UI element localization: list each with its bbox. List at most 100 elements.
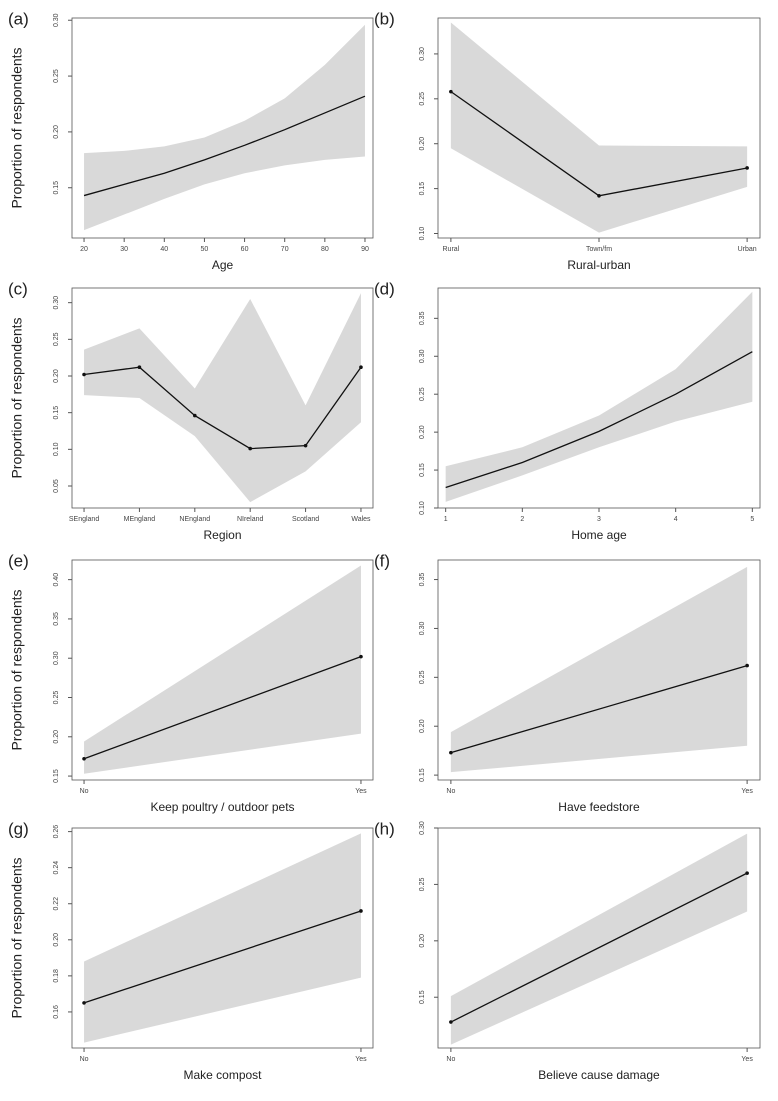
x-tick-label: 40 bbox=[160, 246, 168, 253]
y-tick-label: 0.15 bbox=[53, 406, 60, 420]
panel-label: (f) bbox=[374, 551, 390, 570]
x-tick-label: 70 bbox=[281, 246, 289, 253]
y-tick-label: 0.25 bbox=[419, 877, 426, 891]
y-tick-label: 0.20 bbox=[419, 137, 426, 151]
panel-label: (c) bbox=[8, 279, 28, 298]
panel-label: (g) bbox=[8, 819, 29, 838]
y-tick-label: 0.25 bbox=[53, 69, 60, 83]
y-tick-label: 0.30 bbox=[53, 296, 60, 310]
x-tick-label: Urban bbox=[738, 246, 757, 253]
y-tick-label: 0.20 bbox=[53, 369, 60, 383]
x-axis-label: Home age bbox=[571, 528, 627, 542]
y-tick-label: 0.20 bbox=[419, 719, 426, 733]
y-tick-label: 0.25 bbox=[419, 670, 426, 684]
y-tick-label: 0.30 bbox=[419, 622, 426, 636]
x-tick-label: 5 bbox=[750, 516, 754, 523]
panel-label: (b) bbox=[374, 9, 395, 28]
y-tick-label: 0.20 bbox=[53, 125, 60, 139]
x-tick-label: No bbox=[80, 788, 89, 795]
y-tick-label: 0.35 bbox=[419, 573, 426, 587]
point bbox=[745, 871, 749, 875]
y-axis-label: Proportion of respondents bbox=[9, 857, 25, 1018]
y-tick-label: 0.30 bbox=[419, 821, 426, 835]
fit-line bbox=[83, 910, 362, 1004]
x-tick-label: NIreland bbox=[237, 516, 264, 523]
x-tick-label: 50 bbox=[201, 246, 209, 253]
y-tick-label: 0.20 bbox=[53, 933, 60, 947]
x-tick-label: Scotland bbox=[292, 516, 319, 523]
y-tick-label: 0.25 bbox=[53, 332, 60, 346]
y-tick-label: 0.25 bbox=[419, 387, 426, 401]
confidence-band bbox=[450, 833, 748, 1045]
y-tick-label: 0.35 bbox=[53, 612, 60, 626]
confidence-band bbox=[445, 291, 753, 502]
y-tick-label: 0.25 bbox=[419, 92, 426, 106]
y-tick-label: 0.10 bbox=[419, 227, 426, 241]
plot-frame bbox=[71, 287, 374, 509]
point bbox=[359, 909, 363, 913]
plot-frame bbox=[71, 827, 374, 1049]
fit-line bbox=[450, 872, 748, 1023]
y-tick-label: 0.30 bbox=[53, 651, 60, 665]
plot-frame bbox=[71, 559, 374, 781]
x-tick-label: 90 bbox=[361, 246, 369, 253]
x-tick-label: Yes bbox=[355, 1056, 367, 1063]
y-tick-label: 0.10 bbox=[419, 501, 426, 515]
y-tick-label: 0.16 bbox=[53, 1005, 60, 1019]
x-tick-label: Yes bbox=[741, 788, 753, 795]
x-tick-label: Wales bbox=[351, 516, 371, 523]
panel-label: (a) bbox=[8, 9, 29, 28]
y-tick-label: 0.15 bbox=[53, 769, 60, 783]
y-tick-label: 0.20 bbox=[419, 934, 426, 948]
point bbox=[745, 166, 749, 170]
point bbox=[359, 365, 363, 370]
x-tick-label: 80 bbox=[321, 246, 329, 253]
point bbox=[303, 443, 308, 448]
fit-line bbox=[83, 366, 362, 450]
x-axis-label: Have feedstore bbox=[558, 800, 640, 814]
confidence-band bbox=[450, 566, 748, 773]
x-tick-label: Yes bbox=[355, 788, 367, 795]
y-tick-label: 0.20 bbox=[419, 425, 426, 439]
x-tick-label: 2 bbox=[520, 516, 524, 523]
point bbox=[449, 750, 453, 755]
x-axis-label: Age bbox=[212, 258, 234, 272]
x-tick-label: No bbox=[80, 1056, 89, 1063]
point bbox=[82, 756, 86, 761]
confidence-band bbox=[84, 293, 361, 503]
point bbox=[745, 663, 749, 668]
panel-label: (e) bbox=[8, 551, 29, 570]
y-tick-label: 0.35 bbox=[419, 311, 426, 325]
x-tick-label: Rural bbox=[443, 246, 460, 253]
x-tick-label: 60 bbox=[241, 246, 249, 253]
y-tick-label: 0.30 bbox=[419, 47, 426, 61]
plot-frame bbox=[437, 559, 761, 781]
fit-line bbox=[83, 656, 362, 760]
y-tick-label: 0.20 bbox=[53, 730, 60, 744]
fit-line bbox=[445, 351, 753, 489]
x-tick-label: NEngland bbox=[179, 516, 210, 523]
x-axis-label: Make compost bbox=[183, 1068, 262, 1082]
y-axis-label: Proportion of respondents bbox=[9, 47, 25, 208]
x-axis-label: Region bbox=[203, 528, 241, 542]
confidence-band bbox=[84, 24, 365, 231]
y-tick-label: 0.15 bbox=[53, 181, 60, 195]
y-tick-label: 0.40 bbox=[53, 573, 60, 587]
point bbox=[82, 1001, 86, 1005]
y-axis-label: Proportion of respondents bbox=[9, 589, 25, 750]
x-tick-label: SEngland bbox=[69, 516, 99, 523]
x-tick-label: 20 bbox=[80, 246, 88, 253]
fit-line bbox=[450, 664, 748, 754]
point bbox=[449, 89, 453, 94]
y-axis-label: Proportion of respondents bbox=[9, 317, 25, 478]
x-axis-label: Keep poultry / outdoor pets bbox=[150, 800, 294, 814]
y-tick-label: 0.22 bbox=[53, 897, 60, 911]
plot-frame bbox=[71, 17, 374, 239]
x-tick-label: Town/fm bbox=[586, 246, 612, 253]
x-axis-label: Believe cause damage bbox=[538, 1068, 660, 1082]
y-tick-label: 0.05 bbox=[53, 479, 60, 493]
fit-line bbox=[83, 95, 366, 197]
plot-frame bbox=[437, 827, 761, 1049]
point bbox=[359, 654, 363, 659]
y-tick-label: 0.15 bbox=[419, 463, 426, 477]
